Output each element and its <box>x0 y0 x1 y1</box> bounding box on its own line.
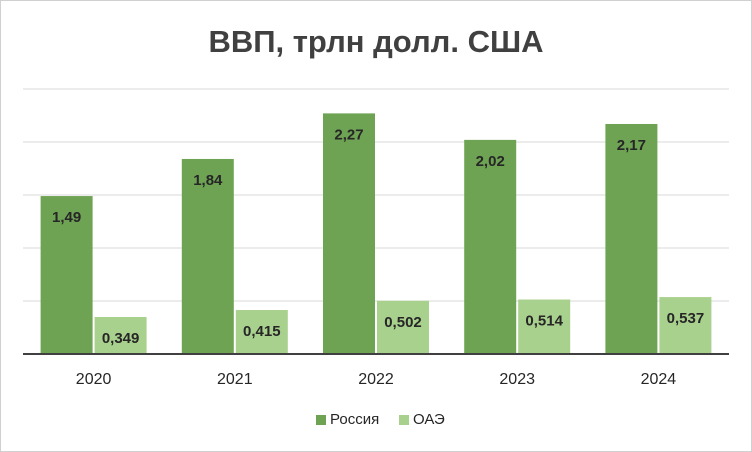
bar <box>518 299 571 354</box>
data-label: 2,17 <box>617 137 646 154</box>
legend-label: Россия <box>330 411 379 428</box>
data-label: 0,349 <box>102 330 140 347</box>
chart-title: ВВП, трлн долл. США <box>208 24 543 59</box>
legend-label: ОАЭ <box>413 411 445 428</box>
bar <box>40 196 93 354</box>
bar <box>377 300 429 354</box>
bar <box>94 317 147 354</box>
bar <box>323 113 375 354</box>
data-label: 0,514 <box>525 312 563 329</box>
bar <box>181 158 234 354</box>
bar <box>464 139 517 354</box>
data-label: 0,537 <box>667 310 705 327</box>
x-tick-label: 2023 <box>499 371 535 388</box>
data-label: 2,27 <box>334 126 363 143</box>
data-label: 0,415 <box>243 323 281 340</box>
data-label: 0,502 <box>384 314 422 331</box>
bar <box>659 297 712 354</box>
legend-swatch <box>316 415 326 425</box>
x-tick-label: 2024 <box>641 371 677 388</box>
bar <box>235 310 288 354</box>
data-label: 1,49 <box>52 209 81 226</box>
x-tick-label: 2020 <box>76 371 112 388</box>
legend-swatch <box>399 415 409 425</box>
data-label: 2,02 <box>476 153 505 170</box>
x-tick-label: 2022 <box>358 371 394 388</box>
bar <box>605 123 658 354</box>
data-label: 1,84 <box>193 172 223 189</box>
x-tick-label: 2021 <box>217 371 253 388</box>
